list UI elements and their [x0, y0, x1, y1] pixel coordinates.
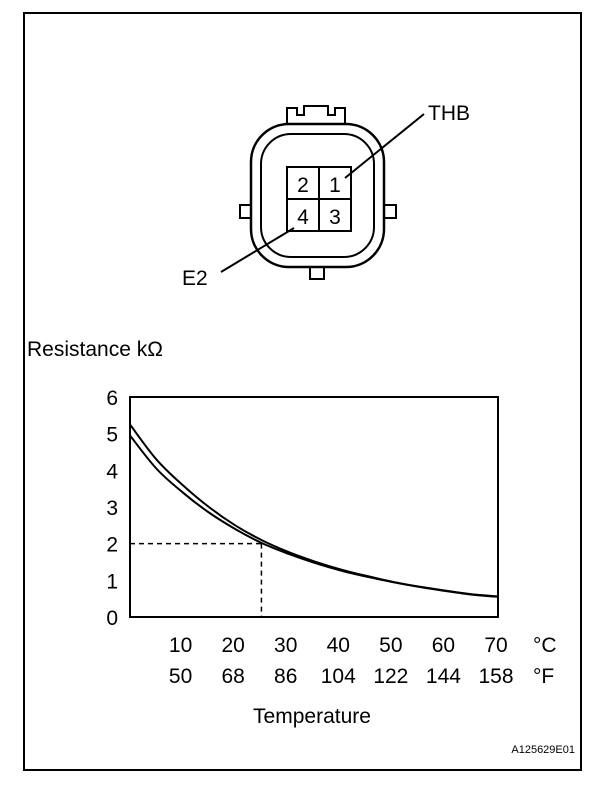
y-axis-label: Resistance kΩ	[27, 338, 163, 361]
pin-1-label: 1	[329, 174, 341, 197]
x-tick-label-f-5: 144	[426, 665, 461, 688]
connector-inner-shell	[260, 133, 375, 258]
e2-leader-line	[220, 227, 295, 273]
x-tick-label-c-6: 70	[484, 634, 507, 657]
x-tick-label-c-3: 40	[327, 634, 350, 657]
y-tick-label-5: 5	[106, 424, 118, 447]
x-tick-labels-fahrenheit: 50 68 86 104 122 144 158	[169, 665, 514, 688]
y-tick-label-6: 6	[106, 387, 118, 410]
x-tick-label-f-6: 158	[478, 665, 513, 688]
figure-frame	[23, 12, 582, 771]
plot-area	[129, 396, 499, 618]
x-tick-label-f-0: 50	[169, 665, 192, 688]
x-tick-label-f-2: 86	[274, 665, 297, 688]
figure-id: A125629E01	[511, 744, 575, 756]
resistance-curve-0	[129, 423, 499, 598]
pin-3-label: 3	[329, 206, 341, 229]
connector-top-latch	[286, 105, 346, 128]
x-axis-label: Temperature	[253, 705, 371, 728]
x-tick-label-f-3: 104	[321, 665, 356, 688]
y-tick-labels: 0 1 2 3 4 5 6	[106, 387, 118, 630]
y-tick-label-2: 2	[106, 534, 118, 557]
series-layer	[129, 423, 499, 598]
pin-2-label: 2	[297, 174, 309, 197]
x-tick-label-c-0: 10	[169, 634, 192, 657]
thb-leader-line	[344, 113, 425, 179]
resistance-curve-1	[129, 434, 499, 598]
connector-diagram: 2 1 4 3 THB E2	[182, 102, 470, 290]
y-tick-label-4: 4	[106, 460, 118, 483]
celsius-unit: °C	[533, 634, 557, 657]
y-tick-label-3: 3	[106, 497, 118, 520]
x-tick-label-c-5: 60	[432, 634, 455, 657]
fahrenheit-unit: °F	[533, 665, 554, 688]
pin-4-label: 4	[297, 206, 309, 229]
reference-lines	[130, 542, 263, 617]
x-tick-label-f-4: 122	[373, 665, 408, 688]
x-tick-label-c-4: 50	[379, 634, 402, 657]
x-tick-label-f-1: 68	[221, 665, 244, 688]
y-tick-label-0: 0	[106, 607, 118, 630]
x-tick-labels-celsius: 10 20 30 40 50 60 70	[169, 634, 508, 657]
x-tick-label-c-1: 20	[221, 634, 244, 657]
y-tick-label-1: 1	[106, 570, 118, 593]
resistance-chart: Resistance kΩ 0 1 2 3 4 5 6 10 20 30 40 50 60 70 50 6…	[27, 338, 557, 728]
thb-callout: THB	[428, 102, 470, 125]
e2-callout: E2	[182, 267, 208, 290]
x-tick-label-c-2: 30	[274, 634, 297, 657]
